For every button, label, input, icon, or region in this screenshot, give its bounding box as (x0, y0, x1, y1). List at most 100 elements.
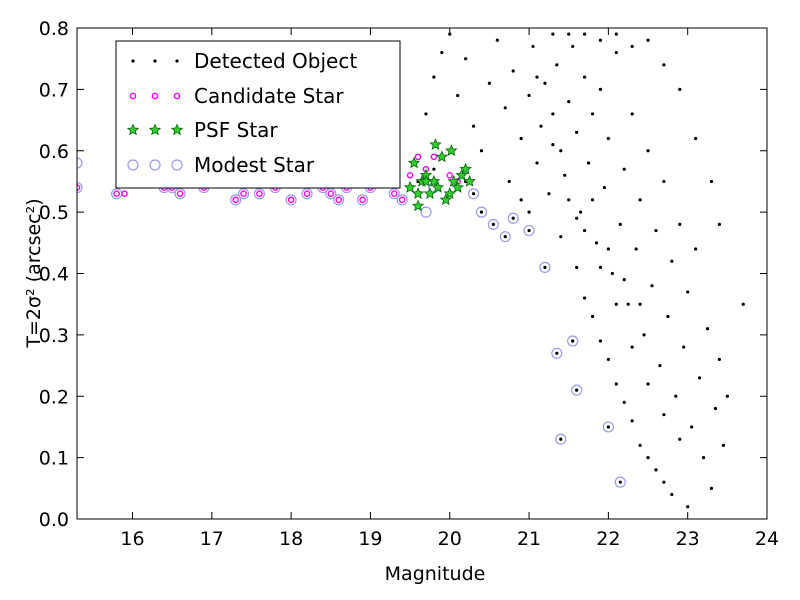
modest-star-point (285, 194, 297, 206)
detected-object-point (539, 124, 543, 128)
y-tick-label: 0.4 (39, 264, 69, 286)
detected-object-point (662, 63, 666, 67)
detected-object-point (670, 492, 674, 497)
detected-object-point (662, 480, 666, 484)
candidate-star-point (430, 153, 438, 161)
modest-star-point (77, 181, 83, 194)
detected-object-point (590, 198, 595, 202)
psf-star-point (435, 150, 449, 163)
modest-star-point (499, 231, 511, 243)
x-tick-label: 24 (755, 528, 779, 550)
psf-star-point (445, 144, 458, 157)
detected-object-point (666, 314, 670, 319)
detected-object-point (559, 149, 563, 153)
detected-object-point (598, 339, 603, 343)
detected-object-point (582, 75, 587, 79)
detected-object-point (527, 228, 531, 233)
detected-object-point (519, 136, 523, 141)
detected-object-point (642, 333, 646, 337)
psf-star-point (431, 181, 445, 193)
detected-object-point (682, 345, 686, 349)
detected-object-point (551, 32, 555, 36)
x-axis-ticks: 16 17 18 19 20 21 22 23 24 (120, 28, 779, 550)
legend-label-candidate-star: Candidate Star (194, 84, 344, 108)
psf-star-point (411, 199, 425, 212)
modest-star-point (230, 194, 242, 206)
detected-object-point (590, 112, 595, 116)
y-tick-label: 0.7 (39, 79, 69, 101)
modest-star-point (555, 433, 567, 445)
legend-marker-detected-object (131, 59, 135, 63)
detected-object-point (590, 314, 595, 319)
y-tick-label: 0.0 (39, 509, 69, 531)
detected-object-point (701, 456, 706, 460)
y-axis-label: T=2σ² (arcsec²) (23, 198, 45, 348)
modest-star-point (396, 194, 408, 206)
detected-object-point (575, 265, 579, 269)
detected-object-point (622, 167, 626, 171)
detected-object-point (686, 505, 690, 509)
legend-label-detected-object: Detected Object (194, 49, 357, 73)
detected-object-point (567, 100, 571, 104)
detected-object-point (709, 179, 714, 184)
y-tick-label: 0.6 (39, 141, 69, 163)
detected-object-point (670, 259, 674, 263)
detected-object-point (479, 149, 484, 153)
detected-object-point (630, 345, 634, 349)
legend-marker-detected-object (153, 59, 157, 63)
detected-object-point (579, 210, 583, 214)
detected-object-point (432, 167, 436, 171)
detected-object-point (598, 87, 603, 91)
y-tick-label: 0.3 (39, 325, 69, 347)
detected-object-point (559, 235, 563, 239)
detected-object-point (646, 38, 650, 42)
detected-object-point (674, 394, 678, 398)
series-candidate-star (77, 153, 461, 204)
legend-marker-psf-star (148, 123, 162, 136)
detected-object-point (511, 69, 515, 73)
psf-star-point (447, 174, 460, 187)
detected-object-point (598, 265, 603, 269)
modest-star-point (420, 206, 432, 218)
detected-object-point (678, 87, 682, 91)
detected-object-point (535, 161, 539, 165)
legend-label-psf-star: PSF Star (194, 118, 278, 142)
detected-object-point (571, 339, 575, 343)
modest-star-point (523, 224, 535, 237)
modest-star-point (325, 188, 337, 200)
candidate-star-point (256, 190, 263, 198)
detected-object-point (646, 456, 650, 460)
detected-object-point (606, 357, 610, 362)
detected-object-point (614, 50, 618, 55)
psf-star-point (443, 187, 456, 200)
psf-star-point (407, 156, 421, 169)
legend-marker-psf-star (126, 123, 140, 136)
series-psf-star (403, 138, 476, 212)
candidate-star-point (176, 190, 184, 198)
modest-star-point (614, 476, 626, 488)
detected-object-point (424, 112, 428, 116)
modest-star-point (507, 212, 519, 224)
detected-object-point (503, 106, 507, 110)
candidate-star-point (398, 196, 406, 204)
detected-object-point (614, 32, 618, 36)
modest-star-point (253, 188, 266, 200)
candidate-star-point (406, 171, 414, 179)
x-tick-label: 18 (279, 528, 303, 550)
detected-object-point (567, 198, 571, 202)
psf-star-point (411, 187, 425, 200)
detected-object-point (614, 302, 618, 306)
detected-object-point (575, 388, 579, 392)
detected-object-point (594, 241, 599, 245)
modest-star-point (602, 421, 614, 433)
modest-star-point (333, 194, 345, 206)
x-tick-label: 17 (200, 528, 224, 550)
detected-object-point (606, 425, 610, 429)
detected-object-point (432, 75, 436, 79)
detected-object-point (678, 222, 682, 226)
detected-object-point (622, 400, 626, 404)
detected-object-point (440, 50, 444, 55)
detected-object-point (464, 57, 468, 61)
detected-object-point (678, 437, 682, 441)
